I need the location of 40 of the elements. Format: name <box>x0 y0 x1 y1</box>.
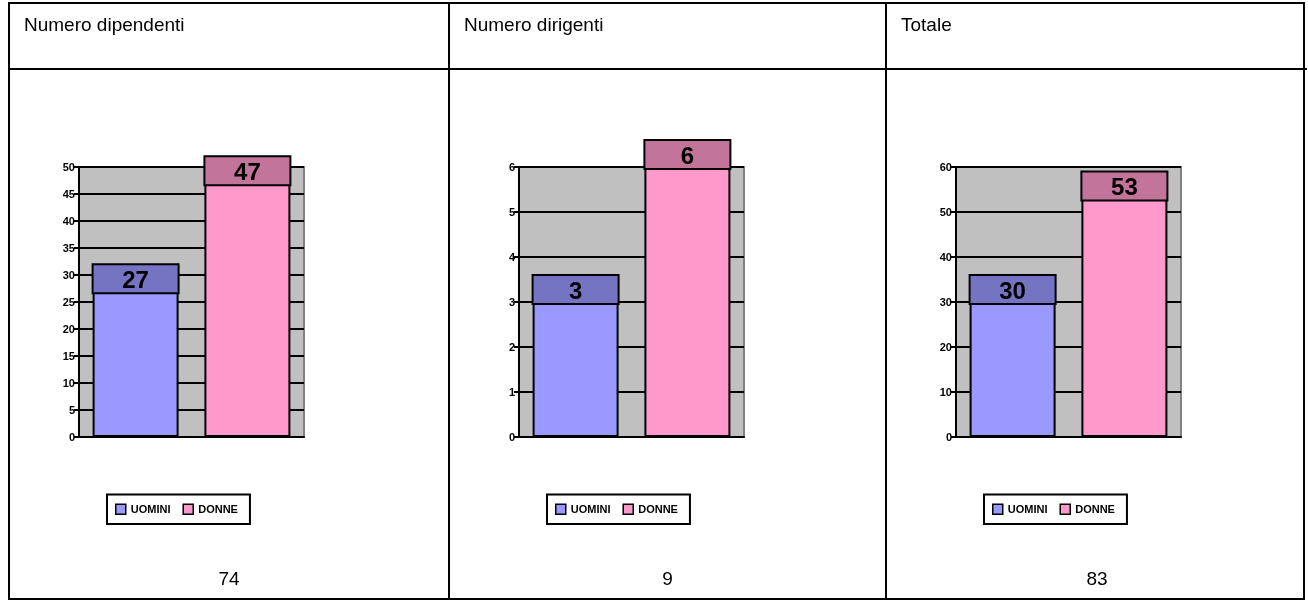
y-tick-label: 5 <box>68 404 75 416</box>
y-tick-label: 5 <box>508 206 515 218</box>
y-tick-label: 25 <box>62 296 75 308</box>
text: 83 <box>1086 568 1108 590</box>
y-tick-label: 2 <box>508 341 515 353</box>
y-tick-label: 45 <box>62 188 75 200</box>
y-tick-label: 15 <box>62 350 75 362</box>
data-label: 3 <box>568 276 583 304</box>
y-tick-label: 50 <box>939 206 952 218</box>
y-tick-label: 1 <box>508 386 515 398</box>
legend-label: UOMINI <box>1007 503 1048 516</box>
y-tick-label: 35 <box>62 242 75 254</box>
legend-label: UOMINI <box>130 503 171 516</box>
legend-label: DONNE <box>1075 503 1115 516</box>
text: 74 <box>218 568 240 590</box>
y-tick-label: 60 <box>939 161 952 173</box>
y-tick-label: 20 <box>62 323 75 335</box>
y-tick-label: 40 <box>939 251 952 263</box>
y-tick-label: 10 <box>62 377 75 389</box>
chart-title: Totale <box>901 14 952 36</box>
chart-title: Numero dipendenti <box>24 14 185 36</box>
chart-title: Numero dirigenti <box>464 14 604 36</box>
text: 9 <box>662 568 673 590</box>
data-label: 47 <box>234 157 261 185</box>
y-tick-label: 30 <box>939 296 952 308</box>
y-tick-label: 40 <box>62 215 75 227</box>
y-tick-label: 6 <box>508 161 515 173</box>
data-label: 6 <box>680 141 695 169</box>
y-tick-label: 20 <box>939 341 952 353</box>
legend-label: UOMINI <box>570 503 611 516</box>
legend-label: DONNE <box>198 503 238 516</box>
y-tick-label: 30 <box>62 269 75 281</box>
y-tick-label: 3 <box>508 296 515 308</box>
data-label: 30 <box>999 276 1026 304</box>
y-tick-label: 10 <box>939 386 952 398</box>
data-label: 53 <box>1111 173 1138 200</box>
data-label: 27 <box>122 265 149 293</box>
y-tick-label: 50 <box>62 161 75 173</box>
legend-label: DONNE <box>638 503 678 516</box>
y-tick-label: 4 <box>508 251 516 263</box>
